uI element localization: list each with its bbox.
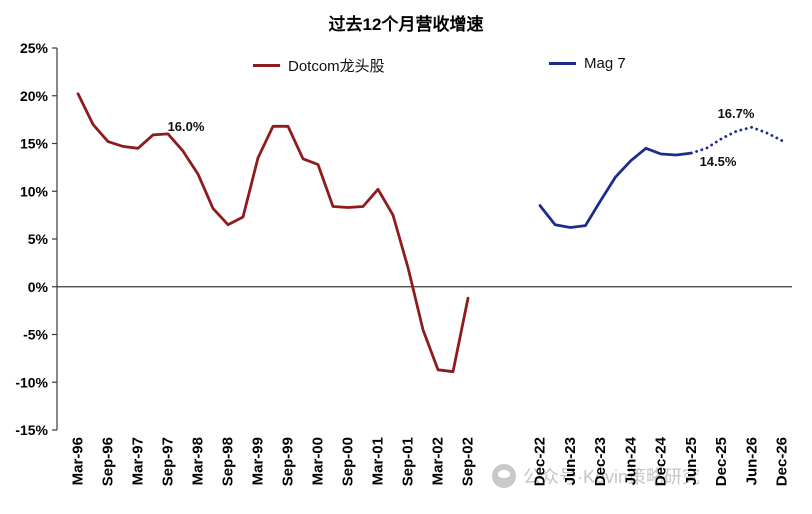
x-tick-label: Jun-24 [622, 436, 639, 485]
series-line-1-actual [538, 146, 693, 229]
mag7-line-swatch-icon [549, 62, 576, 65]
x-tick-label: Sep-02 [460, 437, 477, 486]
dotcom-line-swatch-icon [253, 64, 280, 67]
legend-label-mag7: Mag 7 [584, 55, 626, 72]
y-tick-label: 10% [20, 183, 49, 199]
y-tick-label: 15% [20, 136, 49, 152]
x-tick-label: Jun-23 [562, 437, 579, 485]
x-tick-label: Dec-23 [592, 437, 609, 486]
y-tick-label: 0% [28, 279, 49, 295]
x-tick-label: Dec-25 [713, 437, 730, 486]
x-tick-label: Dec-26 [774, 437, 791, 486]
series-line-1-forecast-dotted [689, 125, 784, 155]
y-tick-label: 5% [28, 231, 49, 247]
watermark-logo-icon [492, 464, 516, 488]
legend-item-mag7: Mag 7 [549, 55, 626, 72]
x-tick-label: Mar-97 [130, 437, 147, 485]
x-tick-label: Sep-99 [280, 437, 297, 486]
x-tick-label: Sep-97 [160, 437, 177, 486]
y-tick-label: -10% [15, 374, 48, 390]
x-tick-label: Mar-98 [190, 437, 207, 485]
x-tick-label: Dec-22 [532, 437, 549, 486]
data-point-annotation: 14.5% [700, 154, 737, 169]
legend-item-dotcom: Dotcom龙头股 [253, 55, 385, 76]
data-point-annotation: 16.0% [168, 119, 205, 134]
legend-label-dotcom: Dotcom龙头股 [288, 58, 385, 75]
y-tick-label: -5% [23, 327, 48, 343]
y-tick-label: 25% [20, 40, 49, 56]
x-tick-label: Sep-00 [340, 437, 357, 486]
x-tick-label: Mar-99 [250, 437, 267, 485]
x-tick-label: Mar-02 [430, 437, 447, 485]
x-tick-label: Sep-96 [100, 437, 117, 486]
x-tick-label: Mar-96 [70, 437, 87, 485]
x-tick-label: Sep-01 [400, 437, 417, 486]
y-tick-label: 20% [20, 88, 49, 104]
x-tick-label: Dec-24 [653, 436, 670, 486]
watermark: 公众号·Kevin策略研究 [492, 463, 700, 489]
data-point-annotation: 16.7% [718, 106, 755, 121]
x-tick-label: Sep-98 [220, 437, 237, 486]
x-tick-label: Mar-01 [370, 437, 387, 485]
series-line-0 [76, 92, 470, 374]
x-tick-label: Mar-00 [310, 437, 327, 485]
chart-title: 过去12个月营收增速 [328, 15, 484, 34]
x-tick-label: Jun-26 [743, 437, 760, 485]
watermark-text: 公众号·Kevin策略研究 [523, 467, 701, 487]
y-tick-label: -15% [15, 422, 48, 438]
x-tick-label: Jun-25 [683, 437, 700, 485]
